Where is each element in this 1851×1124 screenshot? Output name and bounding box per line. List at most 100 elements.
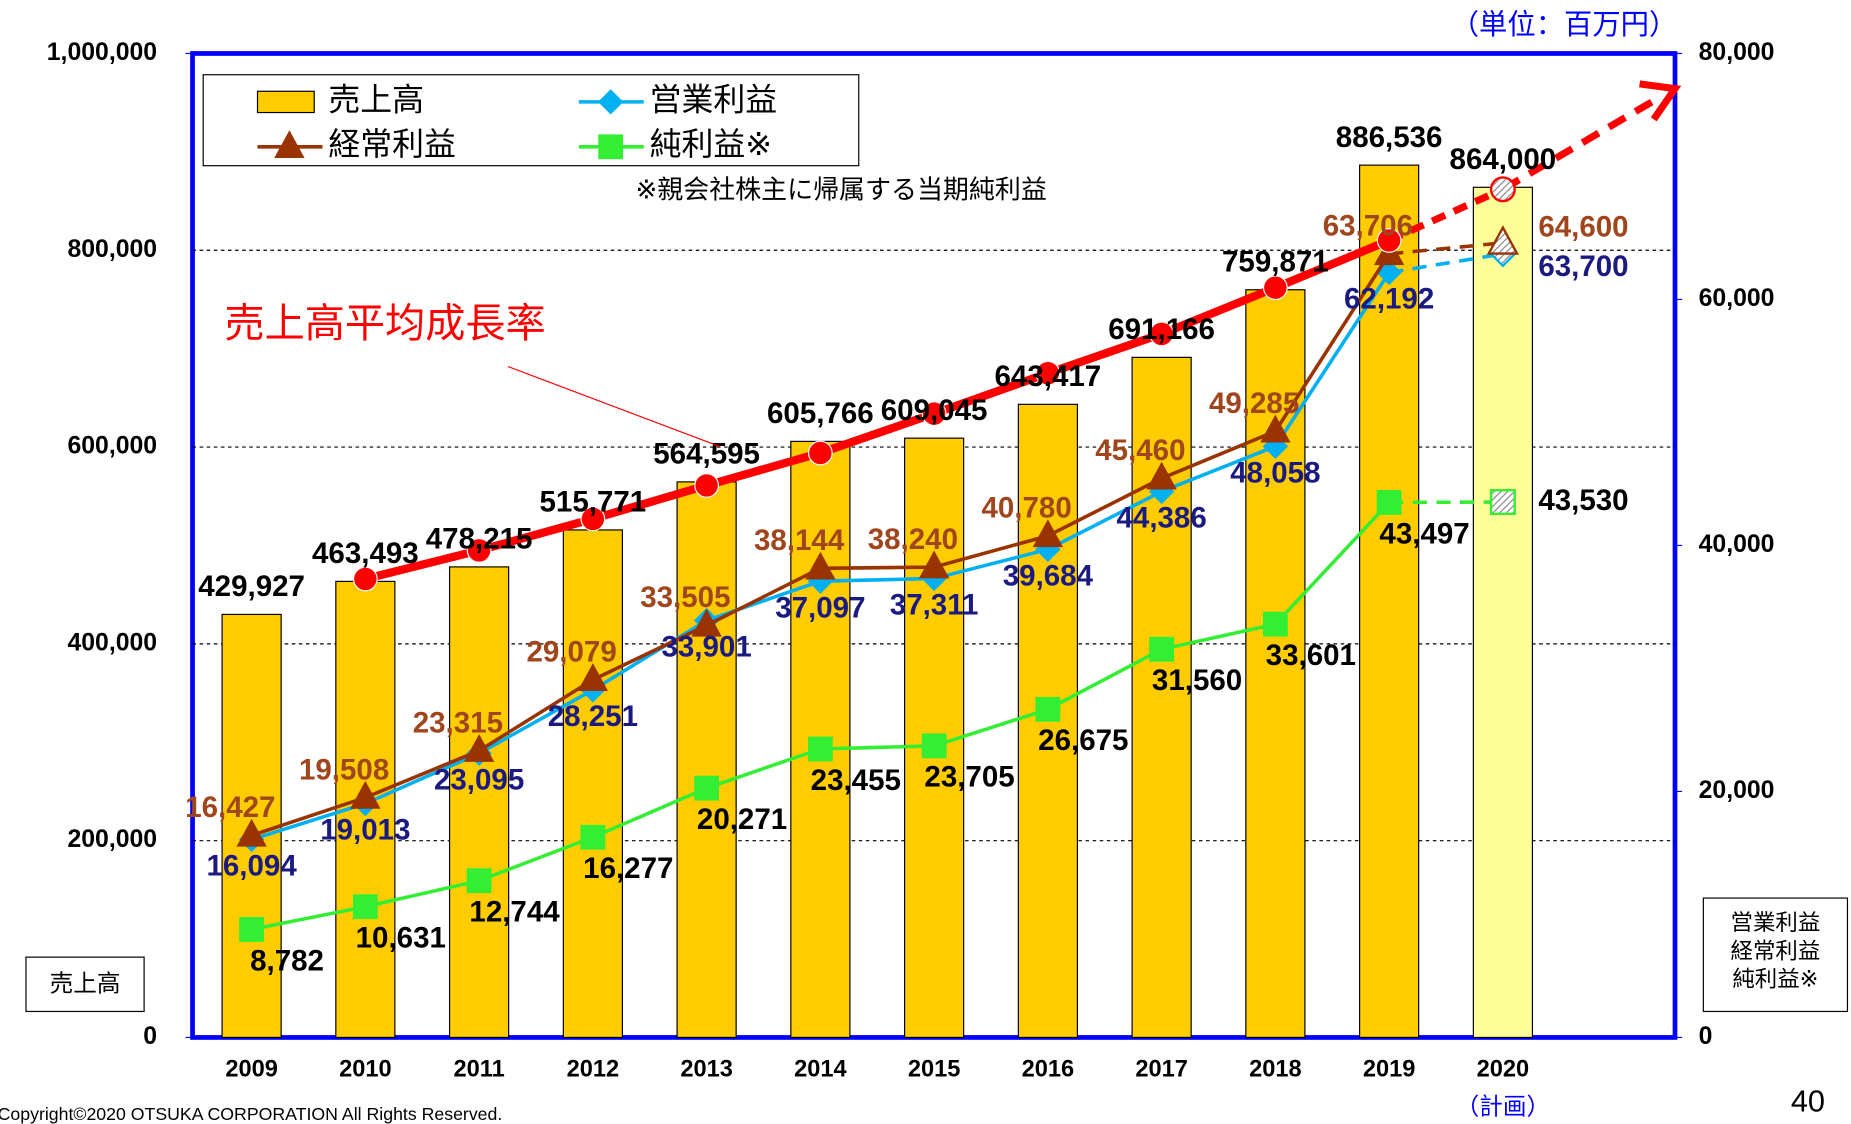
x-tick-label: 2014 [794, 1057, 847, 1083]
marker [580, 824, 606, 850]
data-label: 38,144 [754, 524, 845, 557]
data-label: 564,595 [653, 438, 760, 471]
marker [274, 130, 305, 159]
data-label: 605,766 [767, 397, 874, 430]
legend-label: 経常利益 [328, 126, 455, 162]
x-tick-note: （計画） [1456, 1094, 1550, 1121]
marker [466, 537, 492, 563]
marker [1489, 176, 1516, 203]
data-label: 20,271 [697, 803, 787, 836]
marker [1149, 321, 1175, 347]
trend-pointer [507, 365, 721, 448]
y-tick-label: 0 [143, 1023, 157, 1050]
data-label: 23,095 [434, 764, 524, 797]
page-number: 40 [1791, 1084, 1825, 1119]
x-tick-label: 2016 [1022, 1057, 1075, 1083]
data-label: 463,493 [312, 537, 419, 570]
unit-note: （単位：百万円） [1451, 9, 1678, 41]
marker [1146, 461, 1177, 490]
data-label: 43,497 [1379, 517, 1469, 550]
marker [463, 734, 495, 762]
marker [921, 401, 947, 427]
x-tick-label: 2013 [680, 1057, 733, 1083]
marker [694, 775, 720, 801]
data-label: 8,782 [250, 944, 324, 977]
data-label: 48,058 [1230, 456, 1320, 489]
marker [1489, 489, 1516, 516]
x-tick-label: 2017 [1135, 1057, 1188, 1083]
data-label: 49,285 [1209, 387, 1299, 420]
y2-axis-label: 純利益※ [1732, 967, 1818, 992]
marker [598, 89, 624, 115]
series-line-planned [1388, 252, 1504, 275]
data-label: 29,079 [526, 636, 616, 669]
x-tick-label: 2010 [339, 1057, 392, 1083]
y2-tick-label: 80,000 [1699, 39, 1775, 66]
data-label: 63,706 [1323, 210, 1413, 243]
y-axis-label: 売上高 [50, 971, 121, 998]
data-label: 886,536 [1336, 121, 1443, 154]
marker [598, 134, 624, 160]
data-label: 43,530 [1538, 484, 1628, 517]
data-label: 33,901 [661, 631, 751, 664]
data-label: 28,251 [548, 700, 638, 733]
y-tick-label: 400,000 [67, 629, 157, 656]
marker [1035, 360, 1061, 386]
y2-tick-label: 40,000 [1699, 531, 1775, 558]
data-label: 37,311 [890, 589, 979, 622]
marker [580, 506, 606, 532]
y-tick-label: 1,000,000 [47, 39, 157, 66]
data-label: 10,631 [356, 922, 446, 955]
x-tick-label: 2015 [908, 1057, 961, 1083]
marker [1376, 228, 1402, 253]
data-label: 12,744 [469, 896, 560, 929]
legend-swatch [256, 90, 315, 114]
y2-axis-label: 経常利益 [1731, 938, 1821, 963]
data-label: 429,927 [198, 570, 305, 603]
bar [448, 566, 510, 1039]
data-label: 63,700 [1538, 250, 1628, 283]
data-label: 23,455 [811, 764, 901, 797]
data-label: 16,277 [583, 852, 673, 885]
y2-axis-box [1702, 897, 1849, 1013]
x-tick-label: 2019 [1363, 1057, 1416, 1083]
bar [562, 529, 623, 1039]
x-tick-label: 2009 [225, 1057, 278, 1083]
data-label: 23,705 [924, 761, 1014, 794]
data-label: 643,417 [995, 360, 1102, 393]
series-line-planned [1388, 241, 1504, 256]
marker [694, 473, 720, 498]
marker [236, 818, 267, 847]
data-label: 609,045 [881, 394, 988, 427]
x-tick-label: 2011 [454, 1057, 505, 1083]
legend-label: 純利益※ [650, 126, 772, 162]
marker [1035, 696, 1061, 722]
marker [1486, 225, 1520, 255]
data-label: 759,871 [1222, 246, 1329, 279]
y-tick-label: 800,000 [67, 236, 157, 263]
data-label: 19,508 [299, 753, 389, 786]
data-label: 26,675 [1038, 724, 1128, 757]
marker [352, 894, 378, 920]
data-label: 64,600 [1538, 211, 1628, 244]
data-label: 31,560 [1152, 664, 1242, 697]
marker [1376, 490, 1402, 515]
bar [1359, 164, 1420, 1039]
data-label: 33,601 [1266, 639, 1356, 672]
marker [1149, 636, 1175, 662]
data-label: 864,000 [1450, 143, 1557, 176]
series-line [364, 236, 1391, 583]
data-label: 23,315 [413, 706, 503, 739]
data-label: 40,780 [981, 492, 1071, 525]
legend-label: 営業利益 [650, 81, 778, 117]
y2-tick-label: 0 [1699, 1023, 1713, 1050]
marker [1260, 414, 1291, 443]
y2-tick-label: 20,000 [1699, 777, 1775, 804]
legend-box [202, 74, 860, 167]
marker [807, 440, 833, 466]
marker [466, 868, 492, 894]
data-label: 37,097 [775, 591, 865, 624]
y2-tick-label: 60,000 [1699, 285, 1775, 312]
marker [691, 608, 722, 637]
